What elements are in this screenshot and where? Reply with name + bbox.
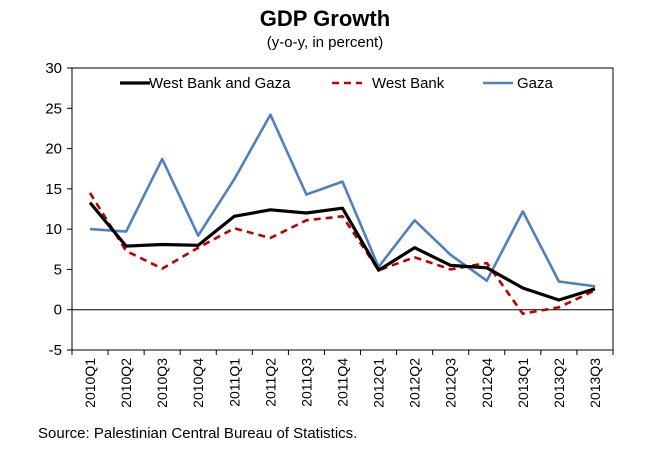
x-tick-label: 2011Q3 bbox=[298, 358, 314, 407]
x-tick-label: 2013Q2 bbox=[551, 358, 567, 408]
series-line-west-bank-and-gaza bbox=[88, 201, 596, 302]
y-tick-label: 25 bbox=[45, 100, 62, 117]
x-tick-label: 2011Q2 bbox=[262, 358, 278, 407]
y-tick-label: -5 bbox=[49, 342, 62, 359]
source-note: Source: Palestinian Central Bureau of St… bbox=[38, 425, 358, 442]
x-tick-label: 2012Q2 bbox=[407, 358, 423, 408]
legend-label: West Bank bbox=[372, 75, 445, 92]
x-tick-label: 2011Q1 bbox=[226, 358, 242, 407]
x-tick-label: 2013Q3 bbox=[587, 358, 603, 408]
x-tick-label: 2012Q3 bbox=[443, 358, 459, 408]
y-tick-label: 5 bbox=[54, 261, 62, 278]
y-tick-label: 20 bbox=[45, 141, 62, 158]
y-tick-label: 0 bbox=[54, 302, 62, 319]
x-tick-label: 2011Q4 bbox=[335, 358, 351, 407]
legend-label: Gaza bbox=[517, 75, 554, 92]
x-tick-label: 2010Q4 bbox=[190, 358, 206, 408]
series-line-gaza bbox=[89, 113, 596, 288]
chart-title: GDP Growth bbox=[259, 6, 391, 31]
y-tick-label: 30 bbox=[45, 60, 62, 77]
x-tick-label: 2010Q1 bbox=[82, 358, 98, 408]
chart-subtitle: (y-o-y, in percent) bbox=[266, 34, 384, 51]
legend-label: West Bank and Gaza bbox=[149, 75, 291, 92]
x-tick-label: 2012Q4 bbox=[479, 358, 495, 408]
x-tick-label: 2012Q1 bbox=[371, 358, 387, 408]
x-tick-label: 2013Q1 bbox=[515, 358, 531, 408]
y-tick-label: 10 bbox=[45, 221, 62, 238]
plot-area-frame bbox=[71, 67, 614, 351]
x-tick-label: 2010Q2 bbox=[118, 358, 134, 408]
series-line-west-bank bbox=[88, 192, 596, 316]
x-tick-label: 2010Q3 bbox=[154, 358, 170, 408]
y-tick-label: 15 bbox=[45, 181, 62, 198]
